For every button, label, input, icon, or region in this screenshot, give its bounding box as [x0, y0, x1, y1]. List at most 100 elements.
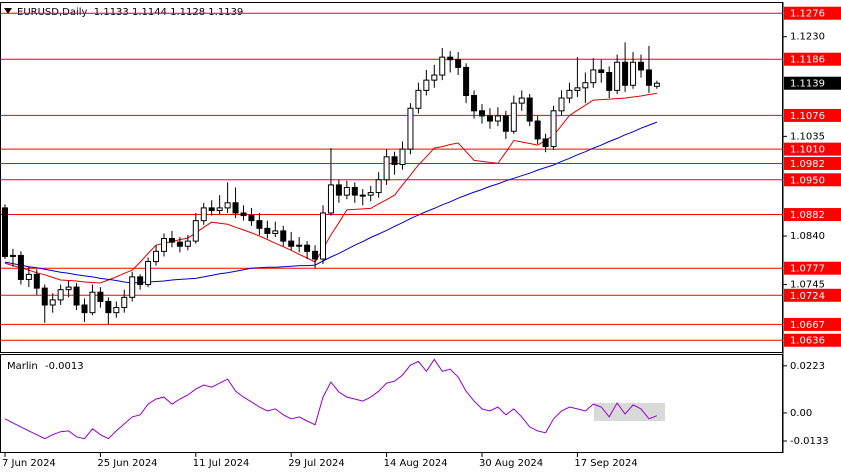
candle-body [320, 212, 326, 260]
candle-body [105, 300, 112, 314]
candle-body [359, 194, 366, 197]
candle-body [494, 115, 501, 122]
candle-body [558, 97, 565, 112]
x-tick-label: 11 Jul 2024 [193, 458, 250, 469]
candle-body [455, 59, 462, 68]
candle-body [9, 254, 16, 257]
x-tick-label: 29 Jul 2024 [288, 458, 345, 469]
candle-body [574, 87, 581, 91]
candle-body [161, 238, 167, 252]
level-label: 1.0950 [790, 175, 825, 186]
candle-body [510, 102, 517, 132]
candle-body [645, 69, 652, 86]
candle-body [351, 186, 358, 196]
candle-body [391, 156, 398, 165]
level-label: 1.0982 [790, 159, 825, 170]
level-label: 1.0667 [790, 320, 825, 331]
candle-body [630, 61, 637, 86]
x-tick-label: 25 Jun 2024 [97, 458, 157, 469]
candle-body [431, 74, 438, 81]
candle-body [471, 94, 478, 112]
candle-body [224, 202, 231, 209]
candle-body [423, 79, 430, 91]
candle-body [121, 296, 128, 309]
candle-body [638, 61, 644, 71]
candle-body [312, 250, 319, 260]
level-label-box [784, 261, 841, 275]
candle-body [518, 97, 525, 104]
indicator-value: -0.0013 [45, 361, 84, 372]
candle-body [97, 291, 104, 302]
candle-body [176, 241, 183, 247]
level-label: 1.0777 [790, 264, 825, 275]
y-tick-label: 1.0840 [790, 231, 825, 242]
level-label-box [784, 288, 841, 302]
candle-body [232, 202, 239, 214]
candle-body [184, 240, 191, 247]
y-tick-label: 0.0223 [790, 361, 825, 372]
candle-body [264, 227, 271, 234]
level-label-box [784, 142, 841, 156]
level-label-box [784, 6, 841, 20]
candle-body [622, 61, 629, 86]
candle-body [407, 107, 414, 150]
candle-body [256, 220, 263, 229]
candle-body [582, 82, 589, 89]
candle-body [65, 286, 72, 291]
level-label: 1.0882 [790, 210, 825, 221]
line-series [4, 358, 658, 440]
line-series [4, 121, 658, 284]
candle-body [439, 56, 446, 76]
level-label-box [784, 317, 841, 331]
y-tick-label: 1.0745 [790, 280, 825, 291]
last-price-label: 1.1139 [790, 79, 825, 90]
candle-body [240, 212, 247, 217]
main-panel [0, 2, 783, 353]
candle-body [542, 138, 549, 148]
candle-body [248, 215, 255, 222]
y-tick-label: 1.1035 [790, 131, 825, 142]
candle-body [304, 244, 311, 252]
candle-body [49, 299, 56, 306]
candle-body [2, 207, 8, 257]
x-tick-label: 17 Sep 2024 [574, 458, 637, 469]
candle-body [57, 289, 64, 301]
candle-body [375, 179, 382, 194]
candle-body [343, 186, 350, 196]
candle-body [335, 184, 342, 196]
level-label-box [784, 156, 841, 170]
candle-body [653, 82, 660, 87]
candle-body [296, 244, 303, 247]
last-price-box [784, 76, 841, 90]
x-tick-label: 7 Jun 2024 [2, 458, 56, 469]
candle-body [288, 240, 295, 247]
level-label-box [784, 108, 841, 122]
level-label-box [784, 333, 841, 347]
candle-body [399, 148, 406, 165]
highlight-box [594, 403, 665, 421]
candle-body [367, 192, 374, 196]
candle-body [17, 254, 24, 280]
indicator-panel [0, 354, 783, 453]
candle-body [383, 156, 390, 181]
candle-body [41, 287, 48, 306]
candle-body [200, 207, 207, 222]
candle-body [534, 120, 541, 140]
candle-body [327, 184, 334, 214]
indicator-name: Marlin [7, 361, 38, 372]
candle-body [153, 250, 160, 263]
level-label: 1.1076 [790, 111, 825, 122]
level-label-box [784, 208, 841, 222]
candle-body [415, 89, 422, 109]
candle-body [81, 304, 88, 314]
y-tick-label: -0.0133 [790, 436, 829, 447]
candle-body [479, 110, 485, 117]
candle-body [614, 61, 621, 91]
candle-body [486, 115, 493, 122]
level-label: 1.1186 [790, 55, 825, 66]
candle-body [502, 115, 509, 132]
level-label-box [784, 52, 841, 66]
candle-body [192, 220, 199, 242]
candle-body [550, 110, 557, 148]
level-label: 1.0724 [790, 291, 825, 302]
